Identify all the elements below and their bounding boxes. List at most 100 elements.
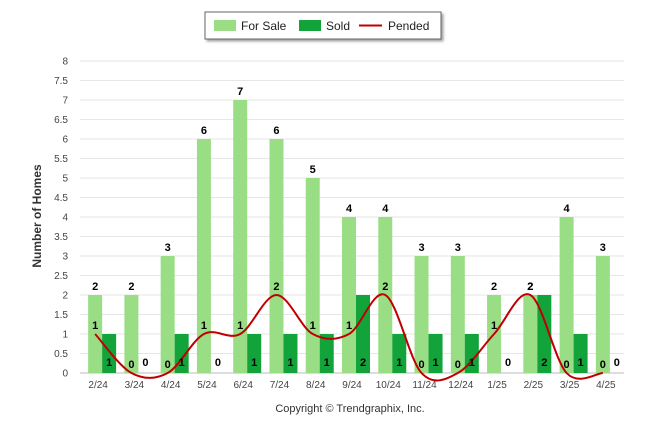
- data-label-pended: 1: [201, 320, 207, 332]
- y-tick-label: 3: [62, 252, 68, 263]
- bar-sold: [247, 334, 262, 373]
- data-label-sold: 1: [106, 357, 112, 369]
- data-label-sold: 1: [287, 357, 293, 369]
- data-label-sold: 0: [215, 357, 221, 369]
- data-label-for-sale: 3: [165, 242, 171, 254]
- x-tick-label: 4/25: [596, 380, 616, 391]
- legend-label-for-sale: For Sale: [241, 19, 287, 33]
- data-label-pended: 2: [527, 281, 533, 293]
- data-label-for-sale: 2: [92, 281, 98, 293]
- bar-sold: [392, 334, 407, 373]
- bar-sold: [283, 334, 298, 373]
- bar-sold: [102, 334, 117, 373]
- y-axis-ticks: 0 0.5 1 1.5 2 2.5 3 3.5 4 4.5 5 5.5 6 6.5 7 7.5 8: [54, 57, 68, 380]
- bar-for-sale: [305, 178, 320, 373]
- y-tick-label: 0.5: [54, 349, 68, 360]
- data-label-for-sale: 7: [237, 86, 243, 98]
- pended-line: [94, 293, 604, 382]
- data-label-for-sale: 5: [310, 164, 316, 176]
- data-label-sold: 1: [179, 357, 185, 369]
- legend-swatch-for-sale: [214, 20, 236, 31]
- data-label-for-sale: 6: [273, 125, 279, 137]
- legend-box: [204, 11, 442, 40]
- bar-sold: [319, 334, 334, 373]
- bar-sold: [573, 334, 588, 373]
- y-tick-label: 0: [62, 369, 68, 380]
- data-label-pended: 0: [600, 359, 606, 371]
- data-label-pended: 1: [237, 320, 243, 332]
- data-label-sold: 1: [578, 357, 584, 369]
- data-label-sold: 1: [432, 357, 438, 369]
- legend: For Sale Sold Pended: [204, 11, 442, 40]
- x-tick-label: 3/24: [125, 380, 145, 391]
- x-tick-label: 10/24: [376, 380, 401, 391]
- data-label-pended: 1: [491, 320, 497, 332]
- y-tick-label: 4: [62, 213, 68, 224]
- bar-for-sale: [523, 295, 538, 373]
- y-tick-label: 4.5: [54, 193, 68, 204]
- y-tick-label: 8: [62, 57, 68, 68]
- x-axis-ticks: 2/24 3/24 4/24 5/24 6/24 7/24 8/24 9/24 10/24 11/…: [88, 380, 616, 391]
- y-tick-label: 2.5: [54, 271, 68, 282]
- y-tick-label: 6: [62, 135, 68, 146]
- legend-swatch-sold: [299, 20, 321, 31]
- bar-for-sale: [269, 139, 284, 373]
- legend-label-pended: Pended: [388, 19, 429, 33]
- y-tick-label: 3.5: [54, 232, 68, 243]
- y-tick-label: 5.5: [54, 154, 68, 165]
- bar-for-sale: [160, 256, 175, 373]
- data-label-sold: 0: [142, 357, 148, 369]
- data-label-sold: 1: [251, 357, 257, 369]
- data-label-for-sale: 4: [564, 203, 571, 215]
- bar-for-sale: [595, 256, 610, 373]
- data-label-for-sale: 2: [491, 281, 497, 293]
- data-label-for-sale: 3: [418, 242, 424, 254]
- legend-label-sold: Sold: [326, 19, 350, 33]
- data-label-sold: 1: [324, 357, 330, 369]
- x-tick-label: 9/24: [342, 380, 362, 391]
- bar-for-sale: [233, 100, 248, 373]
- y-axis-title: Number of Homes: [30, 164, 44, 268]
- data-label-pended: 0: [418, 359, 424, 371]
- data-label-sold: 1: [469, 357, 475, 369]
- data-label-pended: 0: [128, 359, 134, 371]
- data-label-for-sale: 6: [201, 125, 207, 137]
- bar-for-sale: [342, 217, 356, 373]
- y-tick-label: 7: [62, 96, 68, 107]
- data-label-sold: 2: [360, 357, 366, 369]
- x-tick-label: 4/24: [161, 380, 181, 391]
- data-label-pended: 0: [455, 359, 461, 371]
- data-label-pended: 1: [92, 320, 98, 332]
- y-tick-label: 6.5: [54, 115, 68, 126]
- y-tick-label: 1: [62, 330, 68, 341]
- x-tick-label: 2/24: [88, 380, 108, 391]
- data-label-for-sale: 4: [382, 203, 389, 215]
- bar-for-sale: [414, 256, 429, 373]
- bar-for-sale: [450, 256, 465, 373]
- x-tick-label: 8/24: [306, 380, 326, 391]
- data-label-pended: 2: [273, 281, 279, 293]
- x-tick-label: 7/24: [270, 380, 290, 391]
- copyright-footer: Copyright © Trendgraphix, Inc.: [275, 403, 424, 415]
- y-tick-label: 7.5: [54, 76, 68, 87]
- x-tick-label: 11/24: [412, 380, 437, 391]
- x-tick-label: 6/24: [233, 380, 253, 391]
- x-tick-label: 5/24: [197, 380, 217, 391]
- data-label-for-sale: 3: [600, 242, 606, 254]
- x-tick-label: 12/24: [448, 380, 473, 391]
- bar-for-sale: [124, 295, 139, 373]
- y-tick-label: 5: [62, 174, 68, 185]
- data-label-sold: 1: [396, 357, 402, 369]
- y-tick-label: 2: [62, 291, 68, 302]
- bar-for-sale: [559, 217, 574, 373]
- data-label-for-sale: 2: [527, 281, 533, 293]
- data-label-for-sale: 2: [128, 281, 134, 293]
- bar-sold: [356, 295, 370, 373]
- data-label-for-sale: 4: [346, 203, 353, 215]
- y-tick-label: 1.5: [54, 310, 68, 321]
- data-label-sold: 0: [614, 357, 620, 369]
- data-label-pended: 2: [382, 281, 388, 293]
